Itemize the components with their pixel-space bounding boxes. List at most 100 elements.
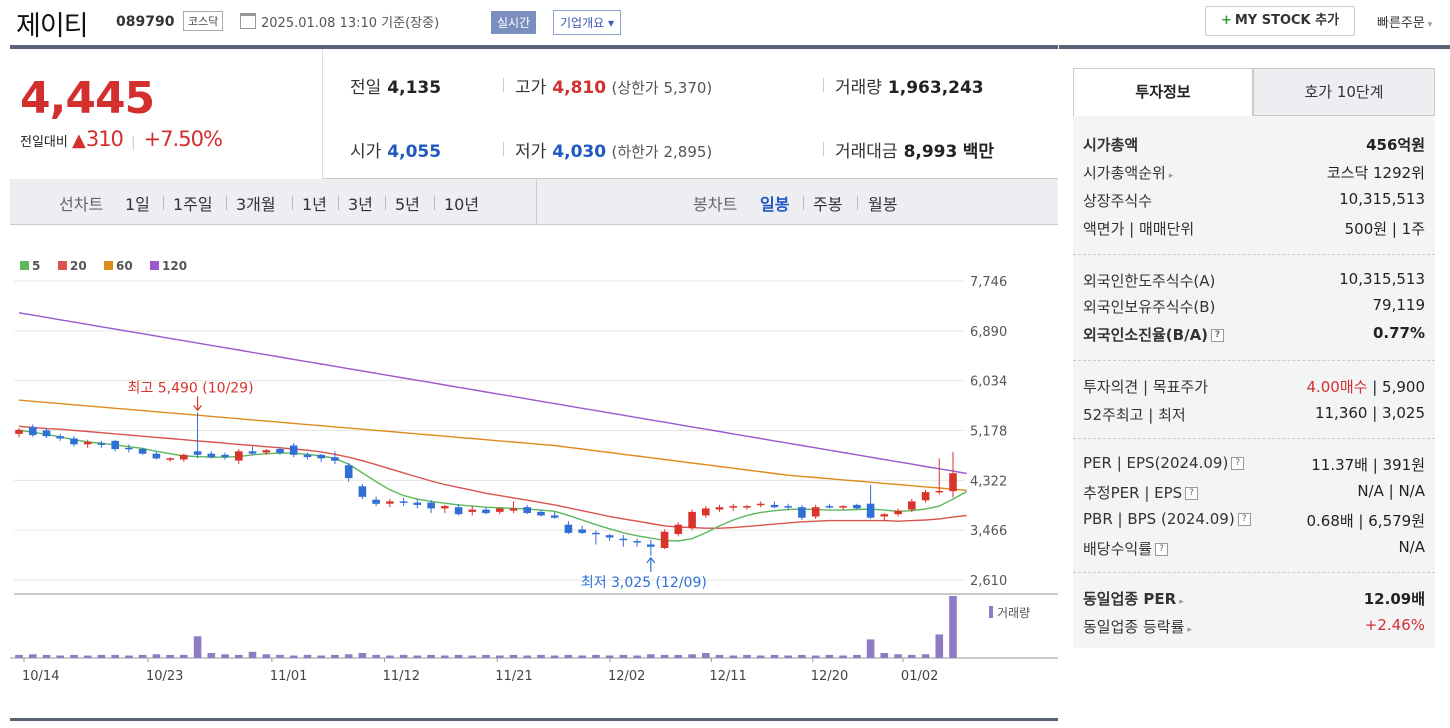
current-price: 4,445 bbox=[20, 73, 155, 124]
info-divider bbox=[1073, 438, 1435, 439]
info-value: 0.77% bbox=[1372, 324, 1425, 342]
x-tick-label: 10/23 bbox=[146, 669, 183, 684]
volume-bar bbox=[15, 654, 23, 658]
header-divider bbox=[10, 45, 1058, 49]
ma-line-120 bbox=[18, 312, 967, 475]
candle-body bbox=[180, 454, 188, 460]
tab-daily[interactable]: 일봉 bbox=[760, 195, 790, 214]
info-value: 10,315,513 bbox=[1339, 270, 1425, 288]
add-mystock-button[interactable]: + MY STOCK 추가 bbox=[1205, 6, 1355, 36]
volume-bar bbox=[303, 654, 312, 658]
x-tick-label: 12/11 bbox=[709, 669, 746, 684]
candle-body bbox=[344, 465, 353, 479]
quick-order-button[interactable]: 빠른주문 ▾ bbox=[1377, 16, 1433, 31]
price-chart[interactable]: 7,746 6,890 6,034 5,178 4,322 3,466 2,610 5 20 60… bbox=[10, 226, 1058, 718]
change-value: 310 bbox=[85, 127, 124, 151]
candle-body bbox=[358, 486, 367, 497]
help-icon[interactable]: ? bbox=[1155, 543, 1169, 556]
volume-bar bbox=[372, 654, 380, 658]
tab-3m[interactable]: 3개월 bbox=[236, 195, 276, 214]
tab-1d[interactable]: 1일 bbox=[125, 195, 150, 214]
info-row: 동일업종 PER ▸ 12.09배 bbox=[1083, 588, 1425, 610]
info-row: 추정PER | EPS? N/A | N/A bbox=[1083, 482, 1425, 504]
help-icon[interactable]: ? bbox=[1231, 457, 1245, 470]
info-row: 동일업종 등락률 ▸ +2.46% bbox=[1083, 616, 1425, 638]
current-price-box: 4,445 전일대비 ▲310 | +7.50% bbox=[10, 49, 323, 179]
tab-investment-info[interactable]: 투자정보 bbox=[1073, 68, 1253, 116]
candle-body bbox=[756, 503, 765, 506]
volume-bar bbox=[496, 655, 504, 658]
stock-name: 제이티 bbox=[16, 11, 89, 42]
info-key: 외국인보유주식수(B) bbox=[1083, 298, 1216, 316]
volume-bar bbox=[29, 654, 37, 658]
info-key[interactable]: 동일업종 등락률 ▸ bbox=[1083, 618, 1192, 636]
prev-close: 전일 4,135 bbox=[350, 78, 442, 98]
info-key[interactable]: 동일업종 PER ▸ bbox=[1083, 590, 1184, 608]
tab-1y[interactable]: 1년 bbox=[302, 195, 327, 214]
legend-swatch bbox=[58, 261, 67, 270]
candle-body bbox=[42, 430, 51, 437]
info-value: 456억원 bbox=[1366, 136, 1425, 154]
candle-body bbox=[949, 473, 957, 492]
tab-orderbook-10[interactable]: 호가 10단계 bbox=[1253, 68, 1435, 116]
volume-bar bbox=[509, 654, 518, 658]
trade-amount: 거래대금 8,993 백만 bbox=[835, 142, 995, 162]
candle-body bbox=[825, 506, 834, 508]
candle-body bbox=[770, 504, 779, 508]
help-icon[interactable]: ? bbox=[1185, 487, 1199, 500]
volume-bar bbox=[756, 655, 765, 658]
candle-body bbox=[674, 524, 683, 534]
volume-bar bbox=[660, 654, 669, 658]
tab-monthly[interactable]: 월봉 bbox=[868, 195, 898, 214]
volume-bar bbox=[166, 654, 174, 658]
volume-bar bbox=[578, 655, 586, 658]
candle-body bbox=[97, 443, 106, 445]
candle-body bbox=[633, 541, 641, 543]
candle-body bbox=[715, 507, 724, 510]
candle-body bbox=[166, 458, 174, 460]
tab-5y[interactable]: 5년 bbox=[395, 195, 420, 214]
volume-bar bbox=[70, 654, 78, 658]
x-tick-label: 12/02 bbox=[608, 669, 645, 684]
tab-weekly[interactable]: 주봉 bbox=[813, 195, 843, 214]
candle-body bbox=[276, 449, 284, 454]
chart-bottom-border bbox=[10, 718, 1058, 721]
info-value: 10,315,513 bbox=[1339, 190, 1425, 208]
volume-bar bbox=[592, 654, 600, 658]
info-key: 추정PER | EPS? bbox=[1083, 482, 1199, 503]
price-change: 전일대비 ▲310 | +7.50% bbox=[20, 127, 223, 151]
high-arrow-icon bbox=[193, 396, 203, 412]
candle-body bbox=[743, 506, 751, 508]
help-icon[interactable]: ? bbox=[1237, 513, 1251, 526]
chart-period-tabs: 선차트 1일 1주일 3개월 1년 3년 5년 10년 봉차트 일봉 주봉 월봉 bbox=[10, 179, 1058, 225]
tab-3y[interactable]: 3년 bbox=[348, 195, 373, 214]
info-row: 상장주식수 10,315,513 bbox=[1083, 190, 1425, 212]
candle-body bbox=[509, 508, 518, 511]
help-icon[interactable]: ? bbox=[1211, 329, 1225, 342]
chart-svg[interactable]: 7,746 6,890 6,034 5,178 4,322 3,466 2,610 5 20 60… bbox=[10, 226, 1058, 718]
candle-body bbox=[660, 531, 669, 548]
volume-bar bbox=[235, 654, 243, 658]
volume-bar bbox=[262, 654, 271, 658]
legend-swatch bbox=[104, 261, 113, 270]
candle-body bbox=[894, 510, 902, 515]
volume-bar bbox=[344, 654, 353, 658]
company-overview-dropdown[interactable]: 기업개요 ▾ bbox=[553, 10, 621, 35]
y-tick-label: 5,178 bbox=[970, 425, 1007, 440]
realtime-button[interactable]: 실시간 bbox=[491, 11, 537, 34]
tab-1w[interactable]: 1주일 bbox=[173, 195, 213, 214]
volume-legend-swatch bbox=[989, 606, 993, 618]
volume-bar bbox=[537, 654, 545, 658]
volume-bar bbox=[193, 636, 202, 658]
info-value: 0.68배 | 6,579원 bbox=[1306, 512, 1425, 530]
line-chart-label: 선차트 bbox=[59, 195, 104, 214]
volume-bar bbox=[276, 654, 284, 658]
tab-10y[interactable]: 10년 bbox=[444, 195, 480, 214]
volume-bar bbox=[564, 654, 573, 658]
info-row: 52주최고 | 최저 11,360 | 3,025 bbox=[1083, 404, 1425, 426]
candle-body bbox=[221, 454, 229, 458]
info-row: 투자의견 | 목표주가 4.00매수 | 5,900 bbox=[1083, 376, 1425, 398]
info-key[interactable]: 시가총액순위 ▸ bbox=[1083, 164, 1174, 182]
ma-line-20 bbox=[18, 425, 967, 529]
stock-code: 089790 bbox=[116, 14, 175, 30]
